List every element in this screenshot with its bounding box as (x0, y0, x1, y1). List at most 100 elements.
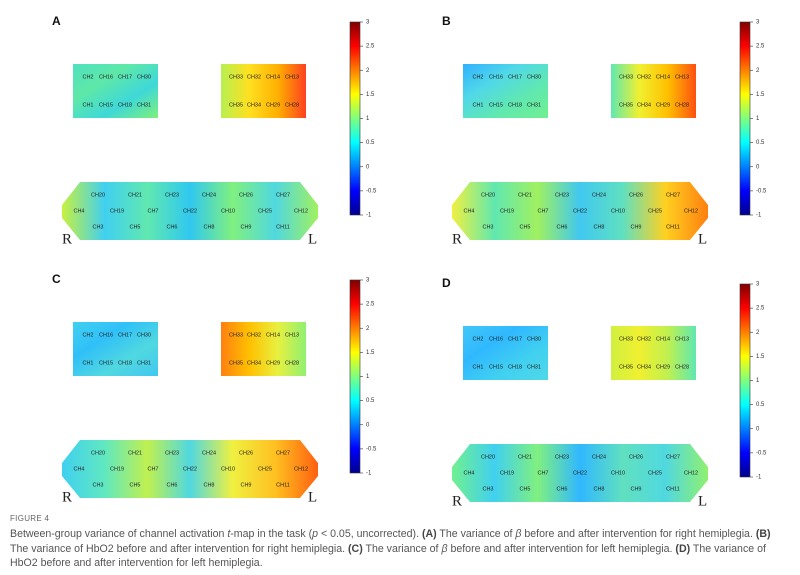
channel-label: CH7 (147, 466, 158, 472)
channel-label: CH31 (137, 360, 151, 366)
channel-label: CH25 (258, 466, 272, 472)
channel-label: CH8 (203, 224, 214, 230)
channel-label: CH23 (555, 454, 569, 460)
colorbar-tick-label: 2.5 (366, 44, 375, 50)
channel-label: CH10 (611, 208, 625, 214)
figure-label: FIGURE 4 (10, 514, 50, 523)
channel-label: CH5 (519, 224, 530, 230)
channel-label: CH24 (202, 450, 216, 456)
channel-label: CH33 (229, 332, 243, 338)
left-map (463, 64, 548, 118)
channel-label: CH7 (147, 208, 158, 214)
colorbar-tick-label: -0.5 (366, 446, 377, 452)
channel-label: CH28 (285, 102, 299, 108)
caption-text: The variance of HbO2 before and after in… (10, 542, 349, 555)
caption-text: t (227, 528, 231, 540)
channel-label: CH26 (629, 454, 643, 460)
side-label: L (698, 493, 707, 509)
channel-label: CH15 (99, 102, 113, 108)
channel-label: CH32 (247, 332, 261, 338)
colorbar-tick-label: 0.5 (756, 140, 765, 146)
caption-text: β (515, 528, 522, 540)
colorbar (739, 283, 751, 478)
channel-label: CH2 (82, 74, 93, 80)
colorbar-tick-label: -1 (756, 213, 762, 219)
colorbar (349, 279, 361, 474)
channel-label: CH12 (294, 208, 308, 214)
channel-label: CH7 (537, 208, 548, 214)
colorbar-tick-label: 3 (366, 278, 370, 284)
channel-label: CH9 (630, 486, 641, 492)
channel-label: CH27 (666, 454, 680, 460)
channel-label: CH9 (630, 224, 641, 230)
colorbar-tick-label: 2 (366, 326, 370, 332)
colorbar-tick-label: 1 (756, 378, 760, 384)
channel-label: CH34 (247, 360, 261, 366)
channel-label: CH13 (675, 74, 689, 80)
colorbar-tick-label: -0.5 (366, 188, 377, 194)
channel-label: CH33 (619, 336, 633, 342)
caption: Between-group variance of channel activa… (10, 527, 790, 571)
right-map (221, 64, 306, 118)
colorbar-tick-label: 2.5 (366, 302, 375, 308)
caption-text: (A) (421, 528, 437, 540)
channel-label: CH11 (276, 224, 290, 230)
channel-label: CH24 (592, 454, 606, 460)
channel-label: CH34 (247, 102, 261, 108)
colorbar-tick-label: 1 (366, 116, 370, 122)
channel-label: CH3 (92, 482, 103, 488)
channel-label: CH16 (489, 336, 503, 342)
channel-label: CH12 (684, 208, 698, 214)
channel-label: CH8 (203, 482, 214, 488)
channel-label: CH20 (91, 192, 105, 198)
channel-label: CH19 (110, 208, 124, 214)
channel-label: CH23 (165, 450, 179, 456)
channel-label: CH10 (221, 466, 235, 472)
colorbar-tick-label: 0.5 (366, 398, 375, 404)
channel-label: CH15 (489, 364, 503, 370)
channel-label: CH35 (619, 102, 633, 108)
channel-label: CH28 (675, 364, 689, 370)
channel-label: CH7 (537, 470, 548, 476)
channel-label: CH16 (99, 74, 113, 80)
caption-text: p (312, 528, 319, 540)
side-label: R (62, 489, 72, 505)
channel-label: CH11 (666, 486, 680, 492)
channel-label: CH18 (118, 102, 132, 108)
colorbar-tick-label: -1 (756, 475, 762, 481)
channel-label: CH35 (229, 360, 243, 366)
channel-label: CH1 (472, 364, 483, 370)
colorbar-tick-label: 0 (756, 164, 760, 170)
channel-label: CH32 (637, 74, 651, 80)
side-label: L (308, 489, 317, 505)
channel-label: CH5 (129, 224, 140, 230)
channel-label: CH3 (92, 224, 103, 230)
channel-label: CH26 (239, 192, 253, 198)
caption-text: β (441, 542, 448, 555)
channel-label: CH31 (137, 102, 151, 108)
channel-label: CH5 (129, 482, 140, 488)
side-label: R (452, 493, 462, 509)
channel-label: CH13 (285, 332, 299, 338)
channel-label: CH10 (611, 470, 625, 476)
right-map (611, 64, 696, 118)
channel-label: CH25 (258, 208, 272, 214)
channel-label: CH11 (276, 482, 290, 488)
channel-label: CH4 (463, 470, 474, 476)
colorbar-tick-label: -0.5 (756, 188, 767, 194)
channel-label: CH1 (82, 360, 93, 366)
channel-label: CH19 (110, 466, 124, 472)
channel-label: CH8 (593, 224, 604, 230)
colorbar-tick-label: 1 (756, 116, 760, 122)
channel-label: CH16 (489, 74, 503, 80)
channel-label: CH18 (508, 364, 522, 370)
channel-label: CH8 (593, 486, 604, 492)
channel-label: CH26 (629, 192, 643, 198)
channel-label: CH20 (481, 454, 495, 460)
colorbar-tick-label: -1 (366, 213, 372, 219)
channel-label: CH12 (684, 470, 698, 476)
channel-label: CH4 (463, 208, 474, 214)
